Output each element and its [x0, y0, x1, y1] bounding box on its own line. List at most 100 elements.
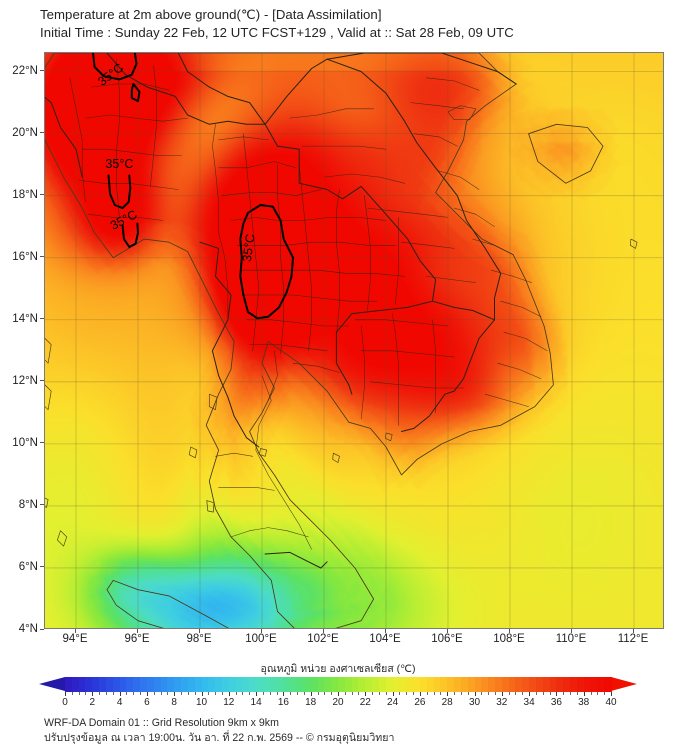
- colorbar-tick-label: 36: [550, 697, 562, 708]
- temperature-contour-35c: [239, 204, 294, 320]
- colorbar-cell: [406, 677, 414, 692]
- colorbar-caption: อุณหภูมิ หน่วย องศาเซลเซียส (℃): [260, 663, 416, 675]
- colorbar-tick-minor: [508, 692, 510, 695]
- coastline-island: [208, 393, 218, 411]
- colorbar-cell: [392, 677, 401, 692]
- colorbar-tick-minor: [297, 692, 299, 695]
- colorbar-cell: [338, 677, 346, 692]
- x-axis-tick-mark: [260, 629, 262, 633]
- admin-boundary: [500, 300, 542, 317]
- y-axis-tick-label: 16°N: [12, 250, 38, 263]
- colorbar-tick-major: [65, 692, 66, 696]
- title-line-1: Temperature at 2m above ground(℃) - [Dat…: [40, 7, 382, 22]
- colorbar-tick-minor: [604, 692, 606, 695]
- colorbar-cell: [215, 677, 223, 692]
- colorbar-cell: [522, 677, 530, 692]
- colorbar-tick-minor: [235, 692, 237, 695]
- colorbar-cell: [146, 677, 155, 692]
- colorbar-tick-major: [174, 692, 176, 696]
- colorbar-tick-minor: [351, 692, 353, 695]
- colorbar-cell: [413, 677, 421, 692]
- colorbar-cell: [399, 677, 407, 692]
- colorbar-cell: [85, 677, 93, 692]
- colorbar-tick-major: [228, 692, 230, 696]
- x-axis-tick-mark: [136, 629, 138, 633]
- colorbar-cell: [297, 677, 305, 692]
- colorbar-cell: [563, 677, 571, 692]
- admin-boundary: [230, 527, 309, 538]
- x-axis-tick-mark: [198, 629, 200, 633]
- colorbar-tick-minor: [344, 692, 346, 695]
- x-axis-tick-mark: [570, 629, 572, 633]
- coastline-island: [259, 448, 268, 457]
- coastline-island: [447, 105, 477, 121]
- colorbar-cell: [283, 677, 291, 692]
- y-axis-tick-mark: [40, 442, 44, 444]
- colorbar-tick-minor: [99, 692, 101, 695]
- colorbar-cell: [153, 677, 162, 692]
- colorbar-cell: [508, 677, 517, 692]
- admin-boundary: [336, 189, 340, 336]
- colorbar-tick-minor: [85, 692, 87, 695]
- admin-boundary: [212, 124, 229, 321]
- y-axis-tick-label: 4°N: [18, 623, 38, 635]
- colorbar-cell: [570, 677, 578, 692]
- colorbar-cell: [597, 677, 605, 692]
- colorbar-gradient-strip: [65, 677, 612, 692]
- colorbar-tick-minor: [181, 692, 183, 695]
- colorbar-tick-minor: [372, 692, 374, 695]
- colorbar-tick-minor: [249, 692, 251, 695]
- admin-boundary: [88, 214, 164, 221]
- x-axis-tick-label: 96°E: [124, 633, 150, 645]
- colorbar-tick-minor: [167, 692, 169, 695]
- colorbar-tick-minor: [262, 692, 264, 695]
- colorbar-cell: [460, 677, 469, 692]
- map-plot-area[interactable]: 35°C 35°C 35°C 35°C: [44, 52, 664, 629]
- colorbar-tick-minor: [276, 692, 278, 695]
- x-axis-tick-label: 112°E: [617, 633, 649, 645]
- x-axis-tick-label: 100°E: [245, 633, 277, 645]
- colorbar-cell: [467, 677, 476, 692]
- colorbar-tick-major: [365, 692, 367, 696]
- temperature-contour-35c: [121, 222, 139, 248]
- colorbar-tick-minor: [378, 692, 380, 695]
- colorbar-tick-minor: [399, 692, 401, 695]
- y-axis-tick-label: 10°N: [12, 436, 38, 449]
- colorbar-tick-minor: [126, 692, 128, 695]
- international-border: [199, 241, 260, 448]
- colorbar-cell: [276, 677, 284, 692]
- admin-boundary: [230, 217, 387, 221]
- admin-boundary: [69, 77, 86, 203]
- coastline-island: [332, 452, 340, 463]
- colorbar-tick-label: 40: [605, 697, 617, 708]
- colorbar-cell: [481, 677, 489, 692]
- admin-boundary: [218, 487, 275, 491]
- admin-boundary: [453, 207, 495, 227]
- colorbar-cell: [372, 677, 380, 692]
- colorbar-tick-major: [501, 692, 503, 696]
- colorbar-tick-label: 34: [523, 697, 535, 708]
- admin-boundary: [401, 241, 455, 249]
- colorbar-tick-label: 18: [305, 697, 317, 708]
- colorbar-tick-major: [556, 692, 558, 696]
- colorbar-cell: [426, 677, 435, 692]
- colorbar-cell: [99, 677, 107, 692]
- y-axis-tick-label: 18°N: [12, 188, 38, 201]
- x-axis-tick-label: 102°E: [307, 633, 339, 645]
- colorbar-tick-minor: [406, 692, 408, 695]
- colorbar-cell: [65, 677, 73, 692]
- colorbar-cell: [351, 677, 360, 692]
- colorbar-tick-minor: [413, 692, 415, 695]
- y-axis-tick-label: 14°N: [12, 312, 38, 325]
- colorbar-tick-label: 26: [414, 697, 426, 708]
- colorbar-cell: [235, 677, 244, 692]
- admin-boundary: [302, 145, 387, 150]
- colorbar-cell: [71, 677, 80, 692]
- colorbar-tick-label: 28: [441, 697, 453, 708]
- colorbar-tick-minor: [331, 692, 333, 695]
- x-axis-tick-mark: [74, 629, 76, 633]
- colorbar-tick-major: [310, 692, 312, 696]
- admin-boundary: [292, 362, 340, 373]
- colorbar-cell: [358, 677, 366, 692]
- colorbar-cell: [119, 677, 128, 692]
